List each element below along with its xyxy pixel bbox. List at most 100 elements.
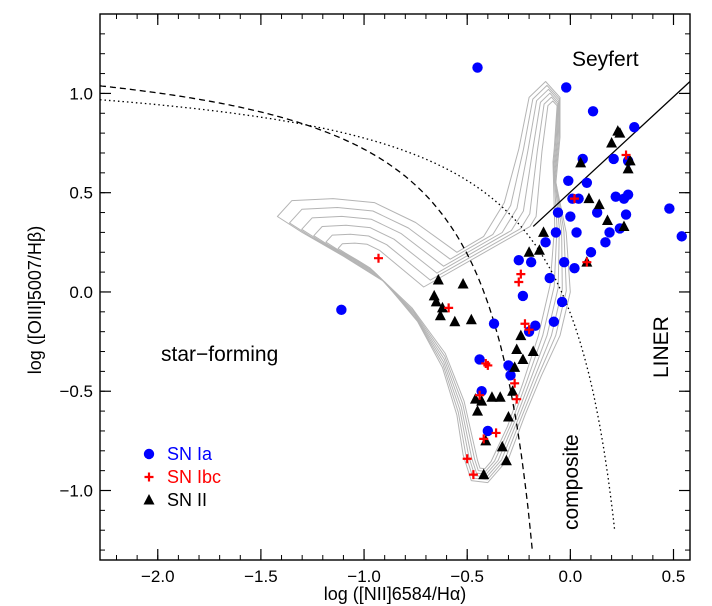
sn-ia-point: [558, 256, 570, 268]
sn-ii-point: [476, 395, 488, 406]
sn-ia-point: [556, 296, 568, 308]
density-contour: [325, 96, 559, 472]
sn-ibc-point: [516, 269, 526, 279]
density-contour: [313, 92, 560, 475]
region-label-seyfert: Seyfert: [572, 48, 639, 71]
sn-ii-point: [486, 391, 498, 402]
sn-ii-point: [449, 315, 461, 327]
sn-ibc-point: [479, 434, 489, 444]
sn-ii-point: [496, 440, 508, 452]
sn-ibc-point: [491, 428, 501, 438]
sn-ii-point: [494, 391, 506, 402]
x-tick-label: −1.5: [244, 567, 278, 586]
sn-ii-point: [515, 329, 527, 341]
sn-ibc-point: [475, 390, 485, 400]
x-tick-label: 0.0: [559, 567, 583, 586]
sn-ia-point: [620, 209, 632, 220]
sn-ia-point: [505, 370, 516, 381]
legend-label-sn-ia: SN Ia: [167, 444, 213, 464]
x-tick-label: 0.5: [662, 567, 686, 586]
sn-ia-point: [563, 175, 574, 186]
sn-ibc-point: [510, 378, 520, 388]
sn-ia-point: [503, 360, 514, 371]
sn-ii-point: [523, 246, 535, 257]
sn-ia-point: [664, 203, 675, 214]
sn-ia-point: [517, 290, 529, 302]
sn-ii-point: [622, 162, 634, 174]
sn-ia-point: [591, 207, 603, 218]
sn-ibc-point: [462, 454, 472, 464]
x-tick-label: −0.5: [450, 567, 484, 586]
sn-ii-point: [575, 156, 587, 168]
plot-frame: [99, 13, 691, 561]
galaxy-density-contours: [276, 81, 571, 484]
sn-ia-point: [571, 227, 582, 238]
kewley-demarcation-line: [99, 99, 616, 531]
sn-ibc-point: [512, 394, 522, 404]
legend-label-sn-ibc: SN Ibc: [167, 467, 221, 487]
sn-ia-point: [530, 320, 541, 331]
sn-ii-point: [465, 313, 477, 325]
sn-ii-point: [457, 278, 469, 289]
density-contour: [289, 84, 567, 481]
sn-ii-point: [502, 411, 514, 422]
sn-ii-point: [428, 289, 440, 301]
sn-ia-point: [604, 227, 615, 238]
sn-ii-point: [434, 309, 446, 321]
sn-ibc-point: [514, 277, 524, 287]
sn-ia-point: [525, 256, 537, 268]
legend-label-sn-ii: SN II: [167, 490, 207, 510]
sn-ia-point: [336, 304, 347, 316]
axes: −2.0 −1.5 −1.0 −0.5 0.0 0.5 −1.0 −0.5 0.0 0.5 1.0: [59, 13, 691, 586]
y-tick-label: 1.0: [69, 84, 93, 103]
region-label-liner: LINER: [650, 316, 673, 378]
classification-curves: [99, 81, 691, 550]
y-tick-label: 0.0: [69, 283, 93, 302]
sn-ia-point: [540, 237, 551, 248]
sn-ibc-point: [524, 325, 534, 335]
sn-ia-point: [565, 211, 576, 222]
sn-ii-point: [583, 192, 595, 204]
sn-ia-point: [587, 106, 599, 117]
legend-marker-sn-ibc: [144, 472, 154, 482]
sn-ii-point: [614, 127, 626, 138]
sn-ii-point: [430, 295, 442, 307]
sn-ii-point: [511, 343, 523, 355]
sn-ibc-point: [569, 194, 579, 204]
legend-marker-sn-ia: [143, 448, 155, 460]
sn-ia-point: [472, 62, 483, 73]
sn-ia-point: [474, 354, 485, 365]
sn-ii-point: [478, 468, 490, 480]
sn-ii-point: [618, 220, 630, 231]
sn-ii-point: [500, 454, 512, 466]
kauffmann-demarcation-line: [99, 85, 533, 550]
sn-ia-point: [513, 254, 524, 266]
sn-ia-point: [676, 231, 687, 242]
sn-ibc-point: [444, 303, 454, 313]
sn-ia-point: [629, 121, 640, 133]
region-label-composite: composite: [560, 434, 583, 530]
sn-ii-point: [480, 434, 492, 446]
sn-ii-point: [469, 393, 481, 404]
sn-ibc-point: [468, 470, 478, 480]
sn-ii-point: [593, 198, 605, 210]
sn-ii-point: [507, 385, 519, 396]
x-tick-label: −2.0: [141, 567, 175, 586]
density-contour: [337, 100, 558, 470]
y-tick-label: 0.5: [69, 184, 93, 203]
sn-ii-point: [436, 301, 448, 313]
sn-ibc-point: [483, 360, 493, 370]
sn-ibc-point: [373, 253, 383, 263]
sn-ia-point: [488, 318, 500, 329]
sn-ii-point: [517, 353, 529, 364]
sn-ii-point: [527, 345, 539, 357]
sn-ia-point: [600, 237, 611, 248]
sn-ia-point: [622, 189, 634, 200]
legend-marker-sn-ii: [143, 494, 155, 505]
y-axis-label: log ([OIII]5007/Hβ): [25, 226, 45, 374]
sn-ia-point: [585, 247, 597, 258]
y-tick-label: −1.0: [59, 482, 93, 501]
sn-ia-point: [544, 272, 555, 284]
sn-ii-point: [601, 214, 613, 225]
